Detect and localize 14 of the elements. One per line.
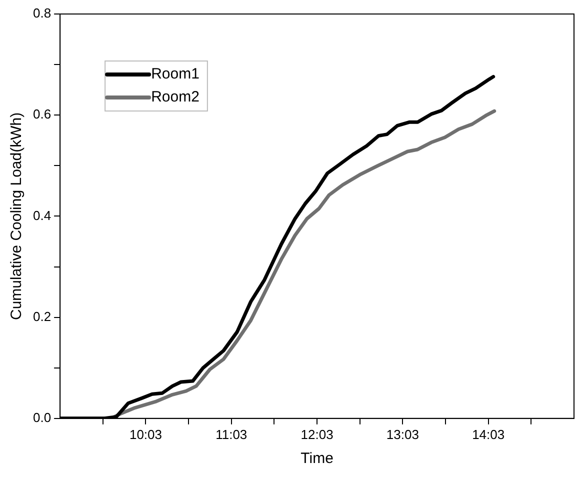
y-tick-label: 0.6 — [32, 106, 52, 122]
legend-label: Room1 — [151, 66, 200, 83]
x-tick-label: 11:03 — [216, 426, 248, 442]
y-tick-label: 0.8 — [32, 6, 52, 21]
x-tick-label: 13:03 — [386, 426, 419, 442]
y-tick-label: 0.0 — [32, 410, 52, 425]
y-axis-title: Cumulative Cooling Load(kWh) — [8, 112, 26, 320]
x-tick-label: 14:03 — [472, 426, 505, 442]
y-tick-label: 0.4 — [32, 208, 52, 223]
legend-label: Room2 — [151, 88, 200, 106]
x-axis-title: Time — [300, 450, 334, 468]
y-tick-label: 0.2 — [32, 308, 52, 324]
x-tick-label: 12:03 — [300, 426, 334, 442]
x-tick-label: 10:03 — [129, 426, 162, 442]
